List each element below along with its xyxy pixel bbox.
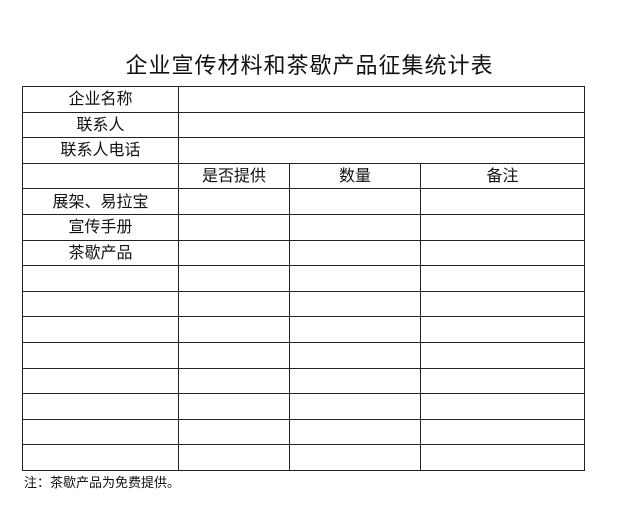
form-title: 企业宣传材料和茶歇产品征集统计表 xyxy=(125,54,494,79)
footnote: 注：茶歇产品为免费提供。 xyxy=(24,476,181,491)
item-row: 展架、易拉宝 xyxy=(22,188,585,215)
empty-cell[interactable] xyxy=(178,290,290,318)
empty-cell[interactable] xyxy=(289,341,421,369)
info-label: 联系人 xyxy=(22,111,179,139)
empty-cell[interactable] xyxy=(420,265,585,292)
column-header: 是否提供 xyxy=(178,162,290,190)
empty-cell[interactable] xyxy=(178,367,290,395)
empty-cell[interactable] xyxy=(22,393,179,420)
empty-cell[interactable] xyxy=(22,265,179,292)
empty-cell[interactable] xyxy=(420,393,585,420)
empty-cell[interactable] xyxy=(420,290,585,318)
empty-cell[interactable] xyxy=(22,444,179,471)
info-row: 联系人 xyxy=(22,111,585,139)
empty-row xyxy=(22,316,585,343)
column-header: 数量 xyxy=(289,162,421,190)
empty-cell[interactable] xyxy=(178,444,290,471)
item-label: 茶歇产品 xyxy=(22,239,179,267)
quantity-cell[interactable] xyxy=(289,188,421,215)
empty-cell[interactable] xyxy=(22,290,179,318)
empty-row xyxy=(22,265,585,292)
empty-cell[interactable] xyxy=(289,444,421,471)
quantity-cell[interactable] xyxy=(289,239,421,267)
provided-cell[interactable] xyxy=(178,188,290,215)
info-value-cell[interactable] xyxy=(178,137,585,164)
collection-table: 企业名称 联系人 联系人电话 是否提供 数量 备注 展架、易拉宝 宣传手册 茶歇产品 xyxy=(22,86,585,471)
empty-cell[interactable] xyxy=(289,367,421,395)
empty-cell[interactable] xyxy=(178,265,290,292)
empty-cell[interactable] xyxy=(420,418,585,446)
info-value-cell[interactable] xyxy=(178,86,585,113)
empty-cell[interactable] xyxy=(22,341,179,369)
empty-cell[interactable] xyxy=(420,316,585,343)
empty-row xyxy=(22,444,585,471)
info-label: 联系人电话 xyxy=(22,137,179,164)
column-header xyxy=(22,162,179,190)
empty-cell[interactable] xyxy=(289,316,421,343)
empty-row xyxy=(22,367,585,395)
empty-cell[interactable] xyxy=(178,316,290,343)
empty-cell[interactable] xyxy=(420,444,585,471)
empty-cell[interactable] xyxy=(178,341,290,369)
info-row: 联系人电话 xyxy=(22,137,585,164)
info-value-cell[interactable] xyxy=(178,111,585,139)
empty-cell[interactable] xyxy=(420,367,585,395)
remark-cell[interactable] xyxy=(420,239,585,267)
quantity-cell[interactable] xyxy=(289,213,421,241)
empty-cell[interactable] xyxy=(178,418,290,446)
column-header: 备注 xyxy=(420,162,585,190)
info-label: 企业名称 xyxy=(22,86,179,113)
item-row: 茶歇产品 xyxy=(22,239,585,267)
empty-cell[interactable] xyxy=(289,418,421,446)
empty-row xyxy=(22,290,585,318)
remark-cell[interactable] xyxy=(420,188,585,215)
empty-cell[interactable] xyxy=(420,341,585,369)
item-label: 展架、易拉宝 xyxy=(22,188,179,215)
remark-cell[interactable] xyxy=(420,213,585,241)
empty-row xyxy=(22,341,585,369)
empty-cell[interactable] xyxy=(22,367,179,395)
empty-row xyxy=(22,418,585,446)
item-row: 宣传手册 xyxy=(22,213,585,241)
empty-cell[interactable] xyxy=(22,418,179,446)
empty-row xyxy=(22,393,585,420)
empty-cell[interactable] xyxy=(289,290,421,318)
info-row: 企业名称 xyxy=(22,86,585,113)
empty-cell[interactable] xyxy=(178,393,290,420)
provided-cell[interactable] xyxy=(178,213,290,241)
provided-cell[interactable] xyxy=(178,239,290,267)
item-label: 宣传手册 xyxy=(22,213,179,241)
header-row: 是否提供 数量 备注 xyxy=(22,162,585,190)
empty-cell[interactable] xyxy=(22,316,179,343)
empty-cell[interactable] xyxy=(289,393,421,420)
empty-cell[interactable] xyxy=(289,265,421,292)
